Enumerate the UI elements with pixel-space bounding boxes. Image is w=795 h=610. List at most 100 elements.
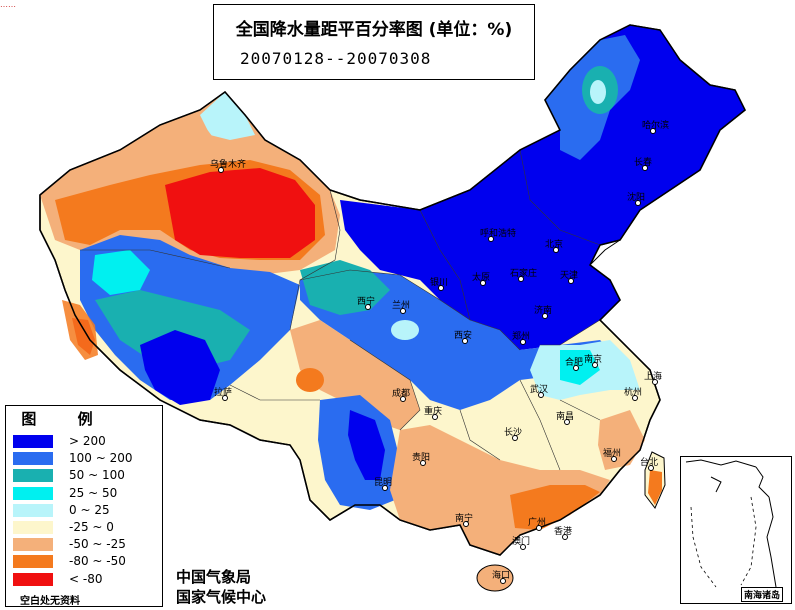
legend-swatch <box>13 486 53 500</box>
city-label: 郑州 <box>512 332 531 342</box>
city-marker <box>564 419 570 425</box>
city-marker <box>400 396 406 402</box>
city-label: 太原 <box>472 273 491 283</box>
city-marker <box>648 465 654 471</box>
city-marker <box>500 578 506 584</box>
city-marker <box>642 165 648 171</box>
city-label: 呼和浩特 <box>480 229 517 239</box>
legend-item: -25 ~ 0 <box>13 520 161 536</box>
city-label: 武汉 <box>530 385 549 395</box>
city-label: 哈尔滨 <box>642 121 670 131</box>
city-label: 北京 <box>545 240 564 250</box>
region-xinjiang-extreme-dry <box>165 168 315 258</box>
city-marker <box>538 392 544 398</box>
legend-label: 25 ~ 50 <box>69 485 118 500</box>
region-yunnan-very-wet <box>348 410 385 480</box>
legend-item: 0 ~ 25 <box>13 502 161 519</box>
city-label: 乌鲁木齐 <box>210 160 247 170</box>
city-label: 南京 <box>584 355 603 365</box>
region-lanzhou-light <box>391 320 419 340</box>
bohai-coast <box>589 239 621 266</box>
city-marker <box>420 460 426 466</box>
region-tibet-light <box>92 250 150 295</box>
legend-item: 25 ~ 50 <box>13 485 161 502</box>
legend-label: 0 ~ 25 <box>69 502 110 517</box>
legend-label: -25 ~ 0 <box>69 520 114 534</box>
city-label: 海口 <box>492 571 511 581</box>
legend-swatch <box>13 452 53 466</box>
city-label: 上海 <box>644 372 663 382</box>
city-label: 兰州 <box>392 301 411 311</box>
region-tibet-moderate <box>95 290 250 370</box>
city-label: 石家庄 <box>510 269 538 279</box>
city-marker <box>520 339 526 345</box>
credit-ncc: 国家气候中心 <box>176 588 267 606</box>
city-label: 重庆 <box>424 407 443 417</box>
legend-item: -50 ~ -25 <box>13 537 161 553</box>
legend-item: 100 ~ 200 <box>13 451 161 467</box>
legend-label: -50 ~ -25 <box>69 537 126 552</box>
city-marker <box>542 313 548 319</box>
hainan-island <box>476 564 514 592</box>
city-marker <box>573 365 579 371</box>
region-west-tip-very-dry <box>62 300 98 360</box>
city-label: 长春 <box>634 158 653 168</box>
city-label: 合肥 <box>565 358 584 368</box>
city-marker <box>432 414 438 420</box>
city-marker <box>650 128 656 134</box>
legend-label: 100 ~ 200 <box>69 451 133 466</box>
city-marker <box>222 395 228 401</box>
city-marker <box>518 276 524 282</box>
legend-swatch <box>13 503 53 517</box>
city-marker <box>632 395 638 401</box>
city-label: 福州 <box>603 449 622 459</box>
city-marker <box>592 362 598 368</box>
region-fujian-dry <box>598 410 645 470</box>
city-marker <box>462 338 468 344</box>
legend-label: < -80 <box>69 571 103 586</box>
city-marker <box>218 167 224 173</box>
city-marker <box>536 525 542 531</box>
city-label: 贵阳 <box>412 453 431 463</box>
credit-cma: 中国气象局 <box>176 568 252 586</box>
city-label: 南宁 <box>455 514 474 524</box>
city-label: 香港 <box>554 527 573 537</box>
city-label: 济南 <box>534 306 553 316</box>
city-marker <box>652 379 658 385</box>
region-tibet-very-wet <box>140 330 220 405</box>
legend-label: -80 ~ -50 <box>69 554 126 569</box>
legend-swatch <box>13 521 53 534</box>
city-marker <box>512 435 518 441</box>
legend-item: -80 ~ -50 <box>13 554 161 570</box>
city-marker <box>400 308 406 314</box>
city-label: 台北 <box>640 458 659 468</box>
corner-label: …… <box>0 0 16 9</box>
region-sichuan-very-dry <box>296 368 324 392</box>
legend-note: 空白处无资料 <box>20 596 80 607</box>
city-label: 天津 <box>560 271 579 281</box>
region-xinjiang-north-dry <box>130 120 215 170</box>
region-guangdong-very-dry <box>510 485 600 530</box>
legend-swatch <box>13 538 53 552</box>
legend-item: < -80 <box>13 571 161 588</box>
legend-item: > 200 <box>13 434 161 450</box>
legend-swatch <box>13 555 53 569</box>
map-title: 全国降水量距平百分率图 (单位：%) <box>235 20 513 40</box>
legend-label: > 200 <box>69 434 106 448</box>
city-label: 沈阳 <box>627 193 646 203</box>
city-marker <box>480 280 486 286</box>
region-south-dry <box>390 425 610 555</box>
city-marker <box>463 521 469 527</box>
city-label: 成都 <box>392 389 411 399</box>
province-boundaries <box>80 149 601 471</box>
city-label: 南昌 <box>556 412 575 422</box>
city-marker <box>562 534 568 540</box>
city-label: 银川 <box>430 278 449 288</box>
legend-swatch <box>13 572 53 586</box>
inset-map <box>685 459 777 588</box>
city-marker <box>488 236 494 242</box>
legend-swatch <box>13 469 53 483</box>
city-label: 拉萨 <box>214 388 233 398</box>
city-label: 昆明 <box>374 478 393 488</box>
city-label: 澳门 <box>512 537 531 547</box>
